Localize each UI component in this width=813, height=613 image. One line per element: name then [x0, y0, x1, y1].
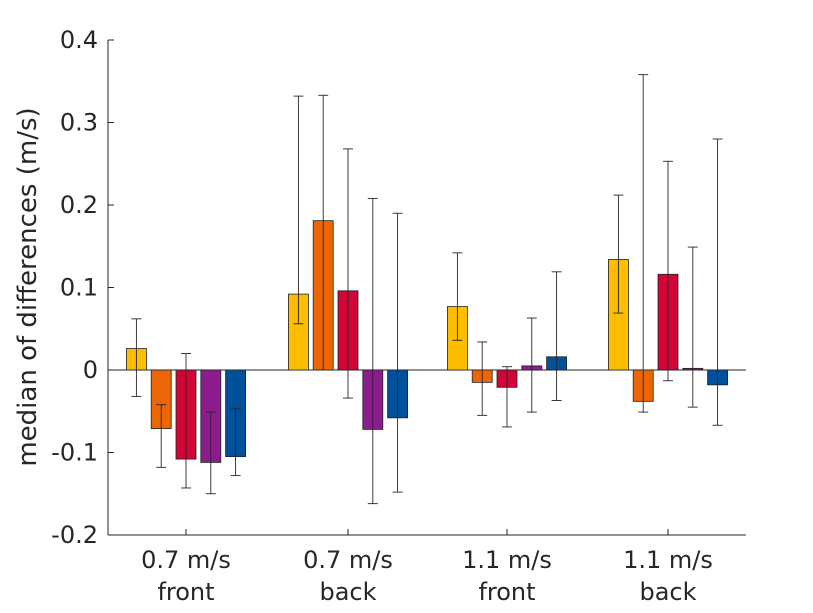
x-tick-label-line2: back [319, 578, 376, 606]
x-tick-label-line1: 1.1 m/s [623, 546, 713, 574]
tick-labels-layer: -0.2 -0.1 0 0.1 0.2 0.3 0.4 0.7 m/s front 0.7 m/s… [51, 26, 713, 606]
y-tick-label: 0.4 [60, 26, 98, 54]
x-tick-label-line1: 1.1 m/s [462, 546, 552, 574]
x-tick-label-line1: 0.7 m/s [303, 546, 393, 574]
bars-layer [108, 220, 746, 463]
x-tick-label-line2: front [157, 578, 214, 606]
y-tick-label: -0.1 [51, 439, 98, 467]
y-tick-label: 0.3 [60, 109, 98, 137]
y-tick-label: 0.1 [60, 274, 98, 302]
y-tick-label: -0.2 [51, 521, 98, 549]
y-axis-label: median of differences (m/s) [13, 107, 43, 466]
x-tick-label-line2: back [639, 578, 696, 606]
axes-layer [107, 39, 746, 536]
y-tick-label: 0.2 [60, 191, 98, 219]
x-tick-label-line1: 0.7 m/s [141, 546, 231, 574]
x-tick-label-line2: front [478, 578, 535, 606]
y-tick-label: 0 [83, 356, 98, 384]
error-bars-layer [131, 74, 723, 505]
